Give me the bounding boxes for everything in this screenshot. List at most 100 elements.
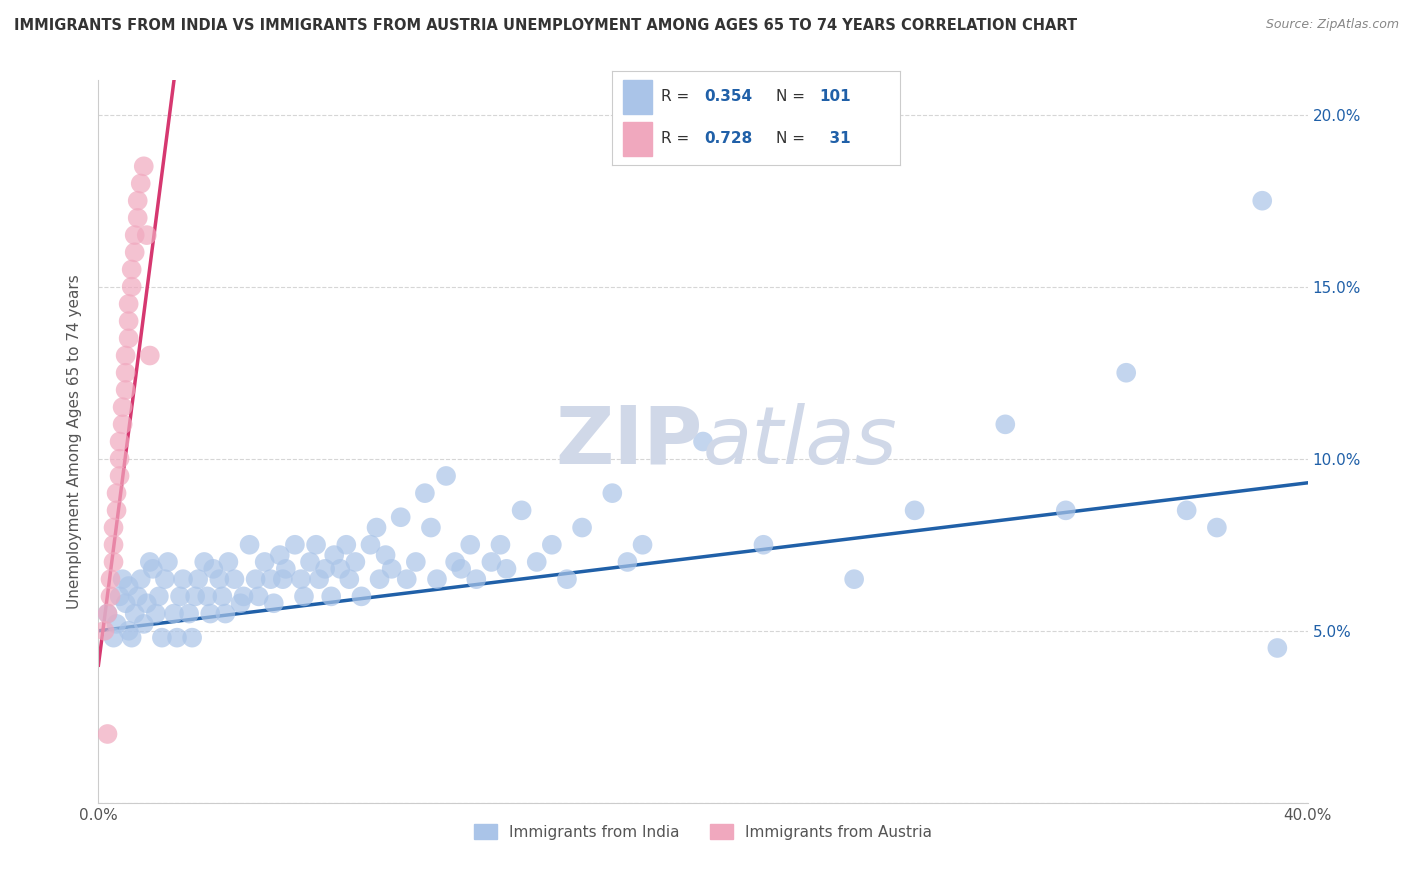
Point [426,572,449,586]
Text: 0.354: 0.354 [704,89,752,104]
Point [284,538,307,552]
Point [105,486,128,500]
Point [389,510,412,524]
Point [571,520,593,534]
Point [193,555,215,569]
Point [93,624,115,638]
Point [184,590,207,604]
Point [329,562,352,576]
Point [105,503,128,517]
Point [96,607,118,621]
Point [166,631,188,645]
Point [405,555,427,569]
Point [187,572,209,586]
Point [129,177,152,191]
Point [444,555,467,569]
Text: Source: ZipAtlas.com: Source: ZipAtlas.com [1265,18,1399,31]
Point [434,469,457,483]
Point [368,572,391,586]
Point [232,590,254,604]
Point [752,538,775,552]
Point [124,245,146,260]
Point [118,624,141,638]
Point [153,572,176,586]
Point [121,262,143,277]
Point [247,590,270,604]
Point [253,555,276,569]
Point [631,538,654,552]
Point [121,631,143,645]
Point [100,572,122,586]
Point [179,607,201,621]
Text: atlas: atlas [703,402,898,481]
Point [200,607,222,621]
Point [350,590,373,604]
Point [323,548,346,562]
Point [360,538,382,552]
Text: IMMIGRANTS FROM INDIA VS IMMIGRANTS FROM AUSTRIA UNEMPLOYMENT AMONG AGES 65 TO 7: IMMIGRANTS FROM INDIA VS IMMIGRANTS FROM… [14,18,1077,33]
Point [108,434,131,449]
Point [481,555,503,569]
Point [118,579,141,593]
Point [114,383,136,397]
Point [127,211,149,225]
Point [132,616,155,631]
Point [420,520,443,534]
Point [458,538,481,552]
Point [366,520,388,534]
Point [229,596,252,610]
Point [217,555,239,569]
Point [139,555,162,569]
Point [172,572,194,586]
Point [555,572,578,586]
Point [156,555,179,569]
Point [114,349,136,363]
Point [263,596,285,610]
Legend: Immigrants from India, Immigrants from Austria: Immigrants from India, Immigrants from A… [468,818,938,846]
Point [103,555,125,569]
Point [374,548,396,562]
Point [105,616,128,631]
Text: R =: R = [661,131,693,146]
Point [163,607,186,621]
Point [103,538,125,552]
Text: 101: 101 [820,89,851,104]
Point [271,572,294,586]
Point [96,607,118,621]
Text: 0.728: 0.728 [704,131,752,146]
Point [124,607,146,621]
Point [1054,503,1077,517]
Point [1251,194,1274,208]
Point [214,607,236,621]
Point [127,194,149,208]
Point [540,538,562,552]
Text: ZIP: ZIP [555,402,703,481]
Text: N =: N = [776,131,810,146]
Text: N =: N = [776,89,810,104]
Point [321,590,343,604]
Point [616,555,638,569]
Point [211,590,233,604]
Point [139,349,162,363]
Point [103,520,125,534]
Point [96,727,118,741]
Point [224,572,246,586]
Point [135,596,157,610]
Point [118,314,141,328]
Point [124,228,146,243]
Point [118,297,141,311]
Point [692,434,714,449]
Point [308,572,330,586]
Bar [623,122,652,156]
Point [111,572,134,586]
Point [450,562,472,576]
Point [108,451,131,466]
Point [111,400,134,414]
Point [1115,366,1137,380]
Point [142,562,165,576]
Point [100,590,122,604]
Point [202,562,225,576]
Point [245,572,267,586]
Point [148,590,170,604]
Point [114,596,136,610]
